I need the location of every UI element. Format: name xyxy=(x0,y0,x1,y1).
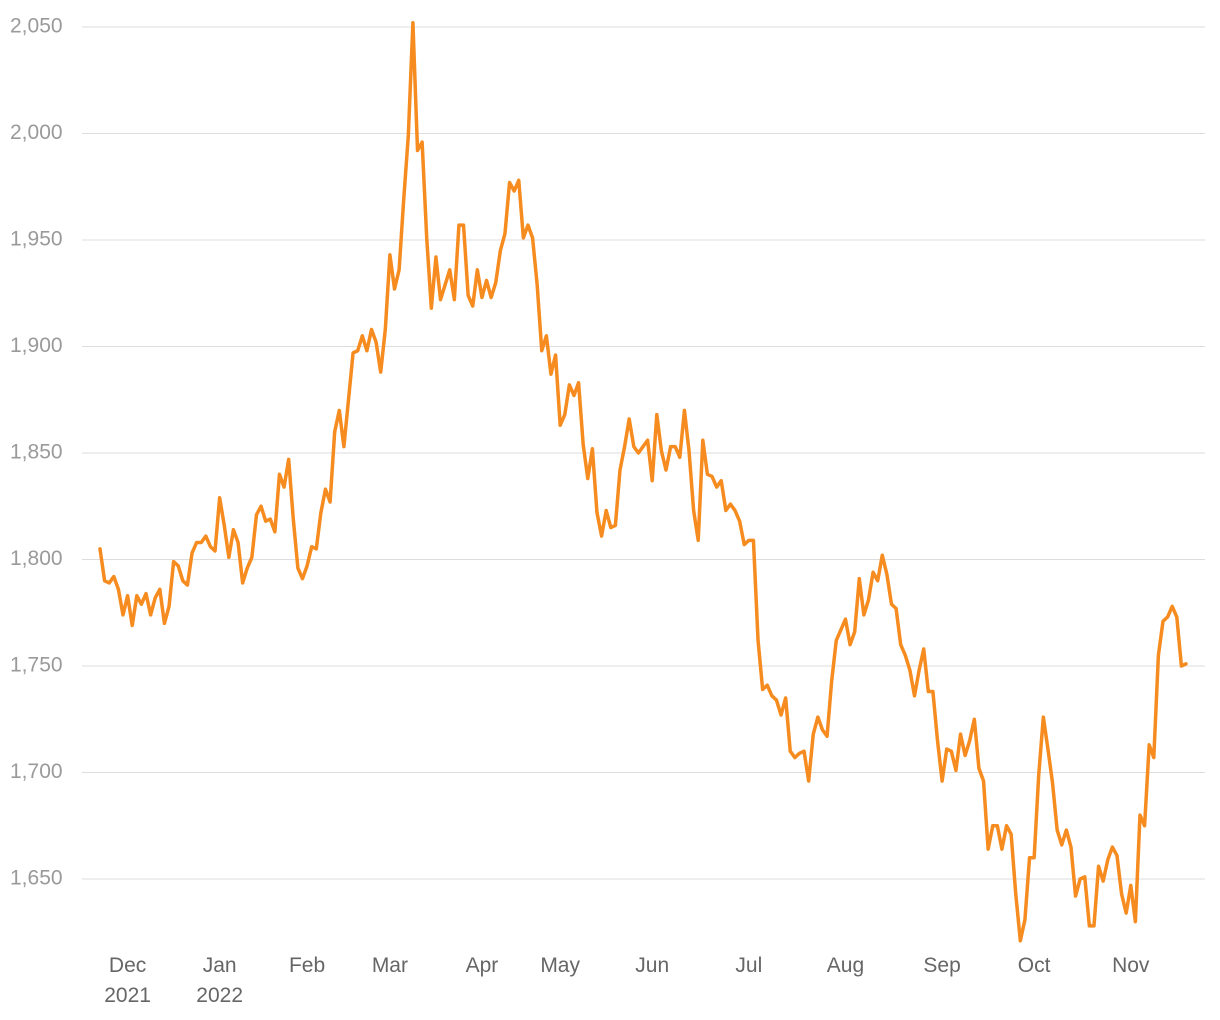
x-tick-label: Jul xyxy=(735,954,763,977)
y-tick-label: 1,700 xyxy=(10,760,63,783)
x-tick-label: Aug xyxy=(826,954,865,977)
x-tick-label: Apr xyxy=(465,954,499,977)
x-tick-label: Jan 2022 xyxy=(196,954,243,1007)
x-tick-label: Nov xyxy=(1112,954,1150,977)
y-tick-label: 2,050 xyxy=(10,15,63,38)
y-tick-label: 2,000 xyxy=(10,121,63,144)
x-tick-label: May xyxy=(540,954,580,977)
y-tick-label: 1,750 xyxy=(10,654,63,677)
y-tick-label: 1,850 xyxy=(10,441,63,464)
x-tick-label: Feb xyxy=(288,954,326,977)
x-tick-label: Jun xyxy=(635,954,670,977)
x-tick-label: Mar xyxy=(371,954,408,977)
x-tick-label: Dec 2021 xyxy=(104,954,151,1007)
y-tick-label: 1,950 xyxy=(10,228,63,251)
y-tick-label: 1,900 xyxy=(10,334,63,357)
x-tick-label: Oct xyxy=(1017,954,1051,977)
price-line xyxy=(98,20,1188,943)
y-tick-label: 1,800 xyxy=(10,547,63,570)
y-tick-label: 1,650 xyxy=(10,867,63,890)
x-tick-label: Sep xyxy=(923,954,961,977)
